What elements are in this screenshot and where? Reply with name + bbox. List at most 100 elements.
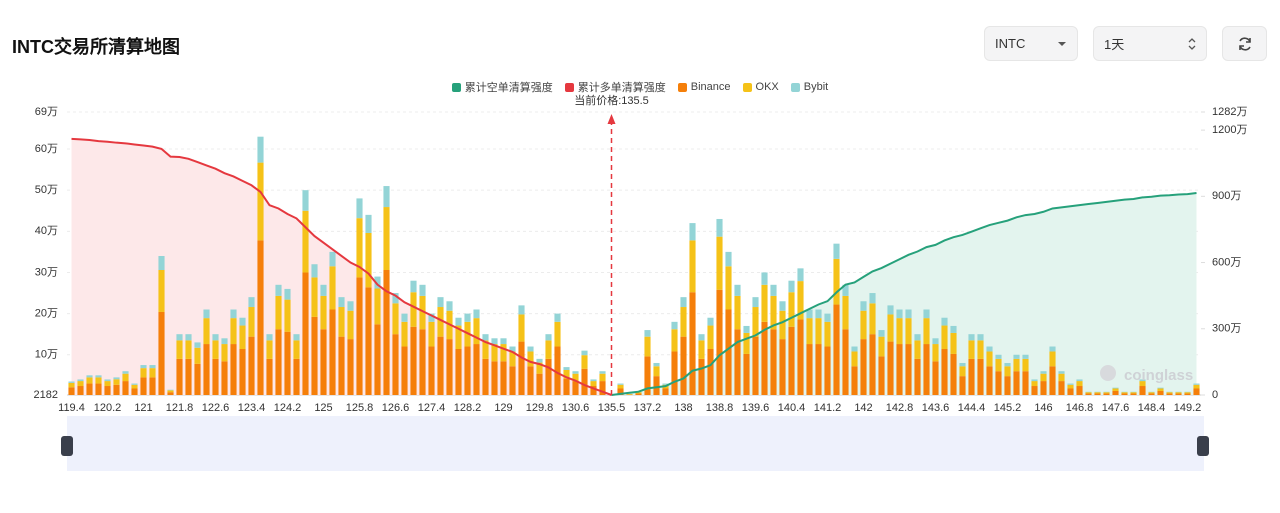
- bar: [437, 307, 444, 337]
- bar: [509, 351, 516, 367]
- bar: [248, 336, 255, 395]
- bar: [185, 358, 192, 395]
- x-tick-label: 147.6: [1102, 402, 1130, 414]
- bar: [797, 268, 804, 282]
- bar: [950, 332, 957, 354]
- page-title: INTC交易所清算地图: [12, 37, 180, 57]
- bar: [140, 365, 147, 369]
- bar: [761, 321, 768, 395]
- symbol-select[interactable]: INTC: [984, 26, 1078, 61]
- bar: [455, 317, 462, 326]
- y-tick-label: 20万: [35, 308, 58, 320]
- legend-item[interactable]: 累计多单清算强度: [564, 79, 666, 95]
- bar: [581, 368, 588, 395]
- bar: [968, 340, 975, 359]
- bar: [1004, 376, 1011, 395]
- bar: [833, 304, 840, 395]
- bar: [509, 366, 516, 395]
- bar: [734, 284, 741, 296]
- bar: [419, 329, 426, 395]
- bar: [455, 325, 462, 349]
- bar: [680, 307, 687, 337]
- bar: [482, 340, 489, 359]
- bar: [860, 310, 867, 340]
- bar: [518, 341, 525, 395]
- bar: [536, 358, 543, 363]
- bar: [1076, 381, 1083, 387]
- bar: [977, 358, 984, 395]
- bar: [293, 358, 300, 395]
- bar: [311, 264, 318, 278]
- bar: [383, 269, 390, 395]
- bar: [806, 318, 813, 345]
- bar: [815, 344, 822, 395]
- bar: [383, 207, 390, 270]
- legend-swatch: [451, 82, 461, 92]
- bar: [1085, 393, 1092, 395]
- bar: [788, 280, 795, 293]
- bar: [869, 334, 876, 395]
- bar: [86, 377, 93, 384]
- bar: [590, 386, 597, 395]
- refresh-icon: [1238, 36, 1251, 51]
- bar: [986, 351, 993, 367]
- bar: [212, 334, 219, 341]
- bar: [950, 353, 957, 395]
- bar: [1049, 351, 1056, 367]
- slider-handle-right[interactable]: [1197, 436, 1209, 456]
- bar: [392, 303, 399, 335]
- bar: [716, 218, 723, 237]
- bar: [446, 310, 453, 340]
- refresh-button[interactable]: [1222, 26, 1267, 61]
- bar: [446, 339, 453, 395]
- bar: [797, 319, 804, 395]
- bar: [131, 384, 138, 389]
- legend-item[interactable]: 累计空单清算强度: [451, 79, 553, 95]
- x-tick-label: 149.2: [1174, 402, 1202, 414]
- bar: [806, 309, 813, 319]
- bar: [221, 344, 228, 362]
- legend-item[interactable]: OKX: [742, 79, 779, 95]
- bar: [635, 393, 642, 395]
- bar: [806, 344, 813, 395]
- bar: [950, 325, 957, 333]
- bar: [374, 324, 381, 395]
- x-tick-label: 129.8: [526, 402, 554, 414]
- x-tick-label: 142.8: [886, 402, 914, 414]
- bar: [851, 351, 858, 367]
- y-tick-label: 50万: [35, 184, 58, 196]
- x-tick-label: 121.8: [166, 402, 194, 414]
- legend-item[interactable]: Binance: [677, 79, 731, 95]
- bar: [1175, 393, 1182, 395]
- y2-tick-label: 1200万: [1212, 124, 1247, 136]
- bar: [482, 358, 489, 395]
- bar: [86, 383, 93, 395]
- bar: [590, 379, 597, 382]
- bar: [959, 366, 966, 377]
- bar: [1076, 386, 1083, 395]
- period-select[interactable]: 1天: [1093, 26, 1207, 61]
- bar: [149, 365, 156, 369]
- bar: [293, 340, 300, 359]
- bar: [770, 295, 777, 330]
- y-tick-label: 30万: [35, 266, 58, 278]
- legend-item[interactable]: Bybit: [790, 79, 828, 95]
- bar: [464, 346, 471, 395]
- bar: [563, 367, 570, 370]
- slider-handle-left[interactable]: [61, 436, 73, 456]
- bar: [779, 301, 786, 311]
- bar: [230, 318, 237, 345]
- bar: [680, 336, 687, 395]
- bar: [212, 358, 219, 395]
- period-value: 1天: [1104, 37, 1125, 52]
- bar: [905, 344, 912, 395]
- bar: [977, 340, 984, 359]
- x-tick-label: 125.8: [346, 402, 374, 414]
- watermark-logo: [1100, 365, 1116, 381]
- bar: [1067, 384, 1074, 389]
- bar: [68, 381, 75, 383]
- x-tick-label: 141.2: [814, 402, 842, 414]
- bar: [662, 388, 669, 395]
- bar: [527, 351, 534, 367]
